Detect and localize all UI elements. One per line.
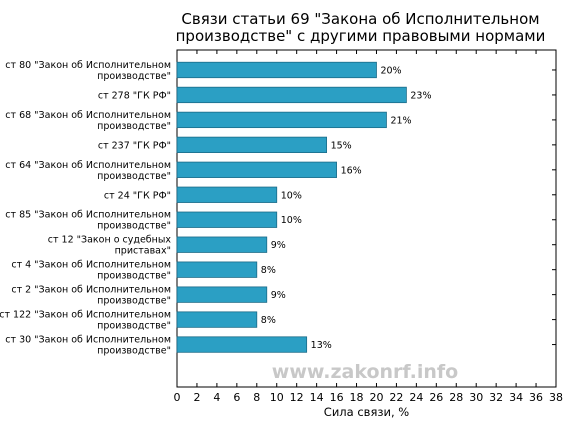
x-tick-label: 26 xyxy=(429,391,443,404)
category-label: ст 122 "Закон об Исполнительном xyxy=(0,310,171,321)
bar xyxy=(176,311,258,328)
x-tick-label: 38 xyxy=(549,391,563,404)
category-label: производстве" xyxy=(97,221,171,232)
x-tick-label: 22 xyxy=(389,391,403,404)
bars-group: 20% 23% 21% 15% 16% 10% 10% 9% 8% 9% 8% 13% xyxy=(176,61,556,353)
bar-value-label: 15% xyxy=(331,140,352,151)
bar-value-label: 10% xyxy=(281,215,302,226)
category-label: производстве" xyxy=(97,296,171,307)
x-tick-label: 32 xyxy=(489,391,503,404)
x-tick-label: 14 xyxy=(310,391,324,404)
category-labels: ст 80 "Закон об Исполнительномпроизводст… xyxy=(0,60,171,357)
category-label: ст 68 "Закон об Исполнительном xyxy=(5,110,171,121)
category-label: производстве" xyxy=(97,71,171,82)
x-tick-label: 24 xyxy=(409,391,423,404)
category-label: ст 64 "Закон об Исполнительном xyxy=(5,160,171,171)
x-tick-label: 30 xyxy=(469,391,483,404)
x-tick-label: 4 xyxy=(213,391,220,404)
x-tick-label: 2 xyxy=(193,391,200,404)
bar-value-label: 10% xyxy=(281,190,302,201)
bar-value-label: 23% xyxy=(410,90,431,101)
x-tick-label: 28 xyxy=(449,391,463,404)
bar xyxy=(176,211,278,228)
bar-value-label: 9% xyxy=(271,290,286,301)
bar xyxy=(176,111,387,129)
category-label: ст 4 "Закон об Исполнительном xyxy=(11,260,171,271)
bar xyxy=(176,86,407,104)
bar xyxy=(176,236,268,253)
x-tick-label: 6 xyxy=(233,391,240,404)
chart-title: Связи статьи 69 "Закона об Исполнительно… xyxy=(176,10,546,45)
category-label: производстве" xyxy=(97,171,171,182)
watermark: www.zakonrf.info xyxy=(272,361,458,383)
category-label: производстве" xyxy=(97,321,171,332)
x-tick-label: 18 xyxy=(350,391,364,404)
x-tick-label: 10 xyxy=(270,391,284,404)
category-label: ст 30 "Закон об Исполнительном xyxy=(5,335,171,346)
x-axis-ticks: 0 2 4 6 8 10 12 14 16 18 20 22 24 26 28 30 32 34 36 38 xyxy=(174,50,563,404)
bar-value-label: 21% xyxy=(390,115,411,126)
category-label: ст 24 "ГК РФ" xyxy=(104,190,171,201)
bar xyxy=(176,336,308,353)
category-label: приставах" xyxy=(115,246,171,257)
category-label: ст 85 "Закон об Исполнительном xyxy=(5,210,171,221)
category-label: ст 237 "ГК РФ" xyxy=(98,140,171,151)
bar-value-label: 9% xyxy=(271,240,286,251)
bar-value-label: 20% xyxy=(380,65,401,76)
x-tick-label: 36 xyxy=(529,391,543,404)
x-tick-label: 20 xyxy=(369,391,383,404)
bar xyxy=(176,186,278,203)
chart-title-line: производстве" с другими правовыми нормам… xyxy=(176,27,546,45)
x-tick-label: 8 xyxy=(253,391,260,404)
bar-value-label: 16% xyxy=(341,165,362,176)
x-axis-label: Сила связи, % xyxy=(324,405,409,419)
bar xyxy=(176,136,328,153)
x-tick-label: 0 xyxy=(174,391,181,404)
category-label: ст 80 "Закон об Исполнительном xyxy=(5,60,171,71)
bar-value-label: 8% xyxy=(261,315,276,326)
category-label: производстве" xyxy=(97,121,171,132)
bar xyxy=(176,61,377,79)
chart-title-line: Связи статьи 69 "Закона об Исполнительно… xyxy=(181,10,539,28)
x-tick-label: 12 xyxy=(290,391,304,404)
bar xyxy=(176,286,268,303)
x-tick-label: 16 xyxy=(330,391,344,404)
bar xyxy=(176,261,258,278)
bar xyxy=(176,161,337,178)
x-tick-label: 34 xyxy=(509,391,523,404)
category-label: ст 278 "ГК РФ" xyxy=(98,90,171,101)
category-label: ст 2 "Закон об Исполнительном xyxy=(11,285,171,296)
bar-value-label: 8% xyxy=(261,265,276,276)
category-label: производстве" xyxy=(97,271,171,282)
bar-value-label: 13% xyxy=(311,340,332,351)
category-label: производстве" xyxy=(97,346,171,357)
category-label: ст 12 "Закон о судебных xyxy=(48,235,172,246)
